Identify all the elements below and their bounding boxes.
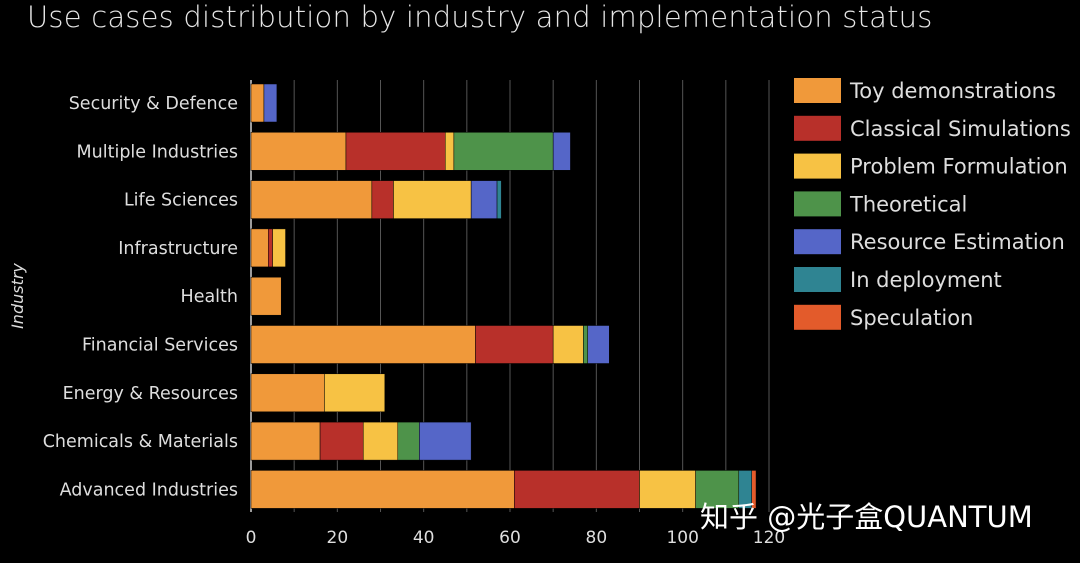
bar-segment (250, 325, 476, 364)
x-tick-label: 120 (753, 528, 785, 548)
bar-segment (496, 180, 502, 219)
bar-segment (552, 325, 584, 364)
bar-segment (393, 180, 472, 219)
bar-segment (639, 470, 696, 509)
bar-segment (250, 228, 269, 268)
y-tick-label: Life Sciences (124, 191, 238, 211)
bar-segment (587, 325, 610, 364)
bar-segment (250, 132, 347, 171)
bar-segment (250, 421, 321, 461)
x-tick-label: 40 (413, 528, 435, 548)
legend-swatch (794, 153, 841, 179)
y-tick-labels: Security & Defence Multiple Industries Lif… (43, 94, 238, 500)
y-tick-label: Health (181, 287, 238, 307)
bar-segment (268, 228, 273, 268)
bar-segment (324, 373, 386, 413)
legend-swatch (794, 115, 841, 141)
x-tick-label: 20 (327, 528, 349, 548)
legend: Toy demonstrations Classical Simulations P… (794, 78, 1071, 330)
bars (250, 83, 757, 509)
bar-segment (250, 276, 282, 316)
bar-segment (250, 180, 373, 219)
bar-segment (397, 421, 420, 461)
legend-swatch (794, 78, 841, 103)
legend-label: Speculation (850, 306, 973, 330)
y-axis-title: Industry (8, 263, 27, 329)
bar-segment (272, 228, 286, 268)
bar-segment (263, 83, 278, 123)
x-tick-label: 0 (246, 528, 257, 548)
y-tick-label: Security & Defence (69, 94, 238, 114)
legend-label: Toy demonstrations (849, 79, 1056, 103)
legend-label: Problem Formulation (850, 155, 1068, 179)
x-tick-label: 80 (586, 528, 608, 548)
bar-segment (345, 132, 446, 171)
bar-segment (514, 470, 640, 509)
x-tick-label: 60 (499, 528, 521, 548)
bar-segment (371, 180, 394, 219)
legend-swatch (794, 191, 841, 217)
bar-segment (319, 421, 364, 461)
bar-segment (751, 470, 757, 509)
bar-segment (419, 421, 472, 461)
bar-segment (250, 470, 515, 509)
legend-swatch (794, 229, 841, 255)
y-tick-label: Financial Services (82, 336, 238, 356)
y-tick-label: Chemicals & Materials (43, 432, 238, 452)
bar-segment (695, 470, 740, 509)
x-tick-labels: 0 20 40 60 80 100 120 (246, 528, 786, 548)
bar-segment (250, 373, 325, 413)
legend-label: Resource Estimation (850, 230, 1065, 254)
legend-label: Theoretical (849, 192, 967, 216)
y-tick-label: Advanced Industries (60, 480, 238, 500)
y-tick-label: Energy & Resources (63, 384, 238, 404)
bar-segment (453, 132, 554, 171)
legend-swatch (794, 267, 841, 292)
legend-swatch (794, 304, 841, 330)
bar-segment (362, 421, 399, 461)
watermark: 知乎 @光子盒QUANTUM (700, 500, 1033, 534)
bar-segment (475, 325, 554, 364)
bar-segment (250, 83, 265, 123)
bar-segment (583, 325, 588, 364)
y-tick-label: Multiple Industries (77, 142, 238, 162)
bar-segment (470, 180, 498, 219)
legend-label: Classical Simulations (850, 117, 1071, 141)
legend-label: In deployment (850, 268, 1002, 292)
bar-segment (445, 132, 455, 171)
y-tick-label: Infrastructure (118, 239, 238, 259)
chart-title: Use cases distribution by industry and i… (27, 0, 933, 34)
x-tick-label: 100 (666, 528, 698, 548)
bar-segment (552, 132, 571, 171)
